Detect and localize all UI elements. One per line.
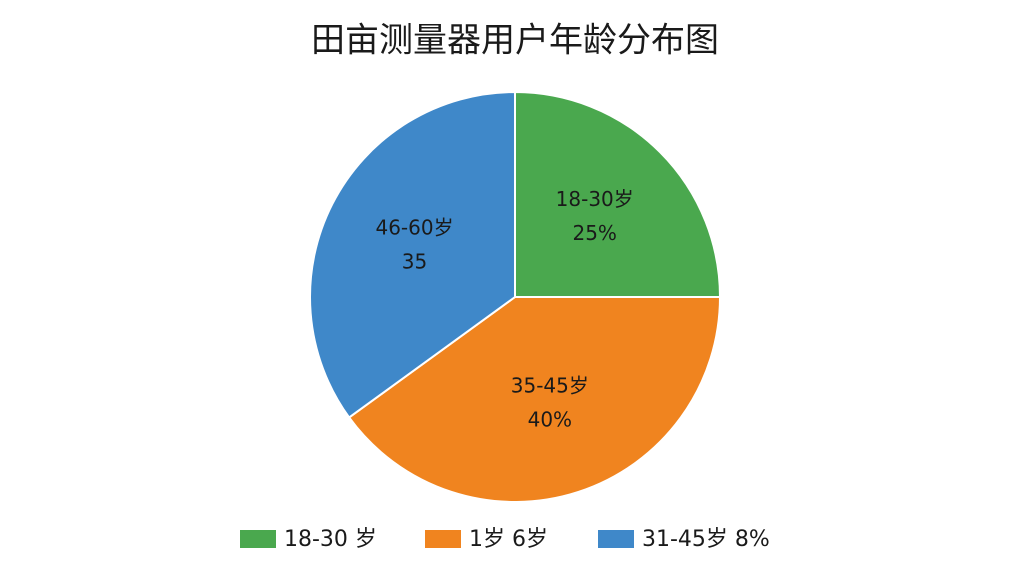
slice-value-label: 25%: [572, 221, 616, 245]
legend-swatch: [425, 530, 461, 548]
legend-swatch: [598, 530, 634, 548]
legend-label: 1岁 6岁: [469, 527, 548, 552]
pie-slice: [514, 90, 722, 298]
slice-category-label: 46-60岁: [375, 215, 453, 239]
legend-label: 18-30 岁: [284, 527, 377, 552]
slice-category-label: 35-45岁: [511, 374, 589, 398]
pie-slice: [347, 296, 722, 503]
legend-swatch: [240, 530, 276, 548]
slice-category-label: 18-30岁: [556, 187, 634, 211]
legend-label: 31-45岁 8%: [642, 527, 770, 552]
slice-value-label: 40%: [528, 408, 572, 432]
slice-value-label: 35: [402, 249, 427, 273]
pie-slice: [309, 90, 516, 419]
chart-title: 田亩测量器用户年龄分布图: [311, 21, 719, 61]
